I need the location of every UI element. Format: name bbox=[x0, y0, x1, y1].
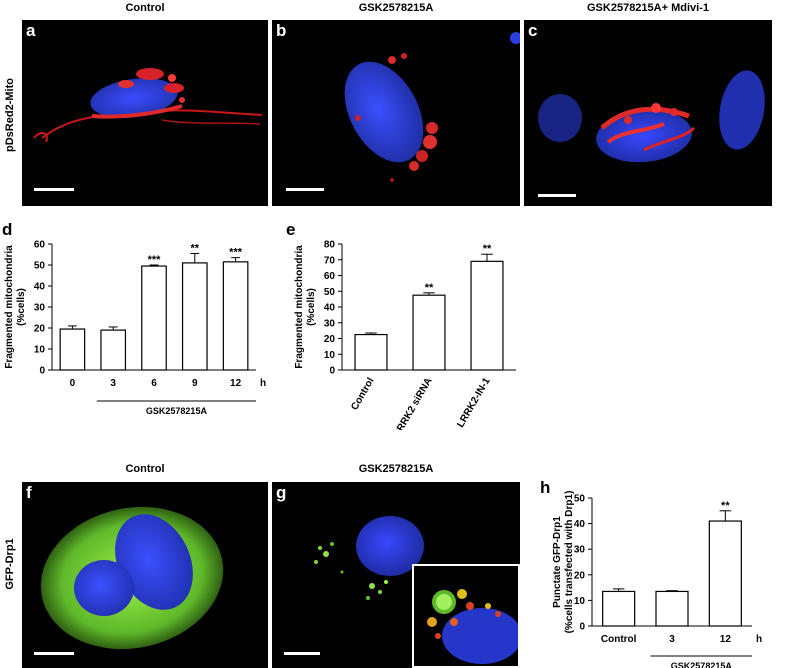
y-axis-label: Punctate GFP-Drp1 bbox=[552, 516, 563, 608]
bar bbox=[354, 333, 388, 371]
panel-letter-g: g bbox=[276, 483, 287, 502]
panel-letter-b: b bbox=[276, 21, 287, 40]
scale-bar-c bbox=[538, 194, 576, 197]
y-axis-label-unit: (%cells) bbox=[306, 288, 317, 326]
bar bbox=[470, 260, 504, 371]
group-label: GSK2578215A bbox=[146, 406, 208, 416]
scale-bar-f bbox=[34, 652, 74, 655]
y-tick-label: 50 bbox=[574, 494, 586, 505]
x-tick-label: LRRK2-IN-1 bbox=[455, 376, 493, 430]
y-tick-label: 70 bbox=[324, 255, 336, 266]
x-tick-label: 9 bbox=[192, 378, 198, 389]
x-tick-label: 3 bbox=[110, 378, 116, 389]
y-tick-label: 60 bbox=[34, 240, 46, 251]
y-tick-label: 40 bbox=[574, 519, 586, 530]
y-tick-label: 20 bbox=[34, 324, 46, 335]
y-tick-label: 10 bbox=[34, 345, 46, 356]
chart-e: 0 10 20 30 40 50 60 70 80 Fragmented mitochondria… bbox=[294, 240, 516, 430]
y-tick-label: 30 bbox=[34, 303, 46, 314]
y-tick-label: 50 bbox=[324, 287, 336, 298]
x-tick-label: Control bbox=[349, 376, 376, 412]
bar bbox=[222, 261, 249, 371]
bar bbox=[141, 265, 167, 371]
y-axis-label: Fragmented mitochondria bbox=[4, 245, 15, 369]
y-tick-label: 50 bbox=[34, 261, 46, 272]
x-tick-label: 0 bbox=[70, 378, 76, 389]
group-label: GSK2578215A bbox=[671, 661, 733, 668]
panel-b-title: GSK2578215A bbox=[358, 2, 434, 14]
bar bbox=[708, 520, 742, 627]
micrograph-c: c bbox=[524, 20, 772, 206]
y-tick-label: 0 bbox=[39, 366, 45, 377]
x-tick-label: 3 bbox=[669, 634, 675, 645]
y-tick-label: 20 bbox=[574, 570, 586, 581]
y-tick-label: 40 bbox=[34, 282, 46, 293]
micrograph-b-image bbox=[344, 32, 520, 182]
y-axis-label-unit: (%cells) bbox=[16, 288, 27, 326]
chart-h: 0 10 20 30 40 50 Punctate GFP-Drp1 (%cells tran… bbox=[552, 491, 762, 668]
micrograph-c-image bbox=[538, 70, 765, 163]
row-label-pdsred2-mito: pDsRed2-Mito bbox=[4, 78, 16, 152]
panel-f-title: Control bbox=[125, 463, 165, 475]
significance-label: ** bbox=[721, 500, 730, 512]
y-tick-label: 40 bbox=[324, 303, 336, 314]
panel-c-title: GSK2578215A+ Mdivi-1 bbox=[587, 2, 709, 14]
y-tick-label: 60 bbox=[324, 271, 336, 282]
y-axis-label: Fragmented mitochondria bbox=[294, 245, 305, 369]
y-tick-label: 80 bbox=[324, 240, 336, 251]
inset-image bbox=[427, 589, 518, 664]
panel-g-title: GSK2578215A bbox=[358, 463, 434, 475]
panel-a-title: Control bbox=[125, 2, 165, 14]
micrograph-f: f bbox=[22, 482, 268, 668]
micrograph-f-image bbox=[40, 506, 224, 650]
bar bbox=[100, 329, 127, 371]
micrograph-g-image bbox=[314, 516, 424, 600]
micrograph-b: b bbox=[272, 20, 520, 206]
micrograph-a: a bbox=[22, 20, 268, 206]
y-tick-label: 0 bbox=[329, 366, 335, 377]
bar bbox=[655, 590, 689, 627]
panel-letter-a: a bbox=[26, 21, 36, 40]
x-unit-label: h bbox=[756, 634, 762, 645]
x-tick-label: 6 bbox=[151, 378, 157, 389]
significance-label: *** bbox=[229, 247, 243, 259]
x-unit-label: h bbox=[260, 378, 266, 389]
significance-label: ** bbox=[191, 242, 200, 254]
row-label-gfp-drp1: GFP-Drp1 bbox=[4, 538, 16, 590]
y-tick-label: 10 bbox=[574, 596, 586, 607]
scale-bar-a bbox=[34, 188, 74, 191]
scale-bar-b bbox=[286, 188, 324, 191]
y-tick-label: 30 bbox=[324, 318, 336, 329]
bar bbox=[602, 590, 636, 627]
x-tick-label: Control bbox=[601, 634, 637, 645]
y-tick-label: 20 bbox=[324, 334, 336, 345]
x-tick-label: LRRK2 siRNA bbox=[392, 376, 435, 430]
micrograph-g-inset bbox=[412, 564, 520, 668]
panel-letter-f: f bbox=[26, 483, 32, 502]
y-tick-label: 0 bbox=[579, 622, 585, 633]
significance-label: ** bbox=[425, 282, 434, 294]
x-tick-label: 12 bbox=[720, 634, 732, 645]
x-tick-label: 12 bbox=[230, 378, 242, 389]
panel-letter-d: d bbox=[2, 220, 13, 239]
y-tick-label: 30 bbox=[574, 545, 586, 556]
bar bbox=[59, 328, 86, 371]
panel-letter-h: h bbox=[540, 478, 551, 497]
bar bbox=[412, 294, 446, 371]
panel-letter-e: e bbox=[286, 220, 296, 239]
micrograph-g: g bbox=[272, 482, 520, 668]
bar bbox=[181, 262, 208, 371]
panel-letter-c: c bbox=[528, 21, 538, 40]
micrograph-a-image bbox=[33, 68, 263, 143]
scale-bar-g bbox=[284, 652, 320, 655]
significance-label: ** bbox=[483, 243, 492, 255]
y-tick-label: 10 bbox=[324, 350, 336, 361]
significance-label: *** bbox=[148, 254, 162, 266]
y-axis-label-unit: (%cells transfected with Drp1) bbox=[564, 491, 575, 634]
